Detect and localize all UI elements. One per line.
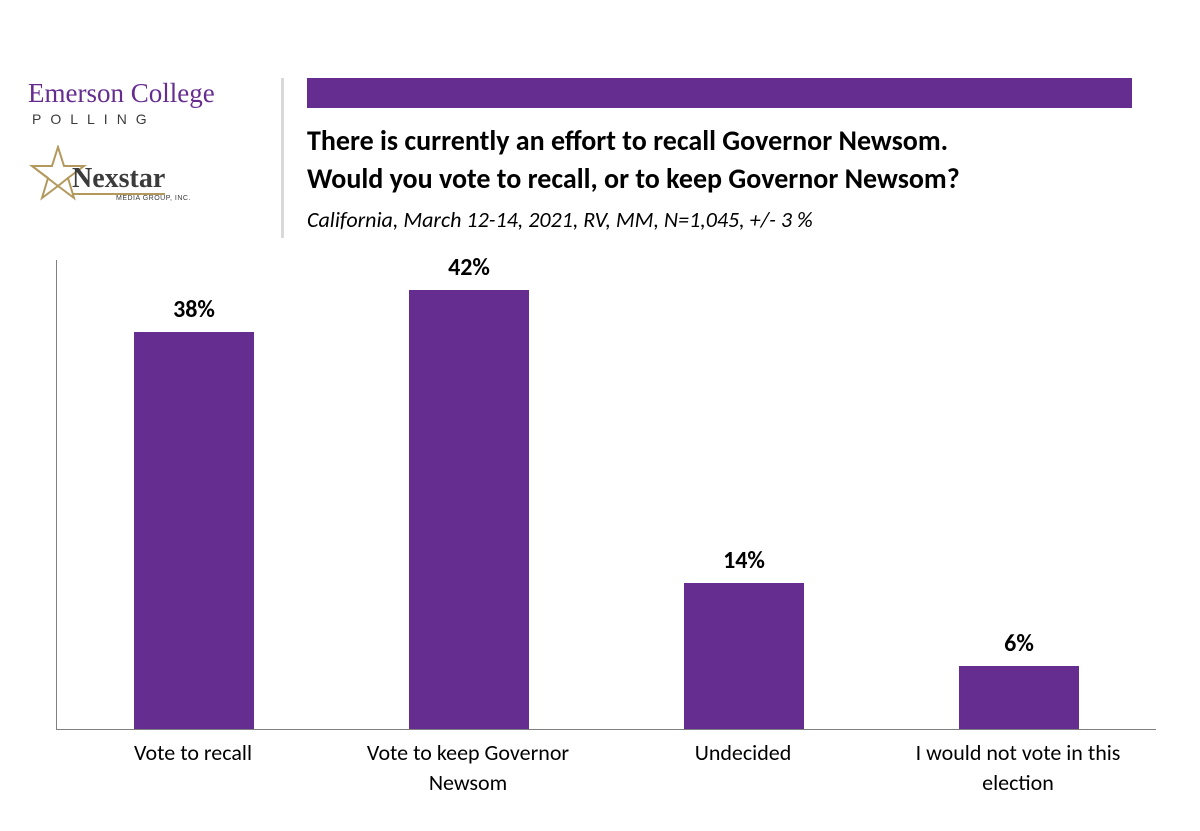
- category-label: Vote to recall: [63, 738, 323, 768]
- header-accent-bar: [307, 78, 1132, 108]
- nexstar-tagline: MEDIA GROUP, INC.: [116, 195, 191, 202]
- chart-plot-area: 38%42%14%6%: [56, 260, 1156, 730]
- bar-value-label: 14%: [723, 546, 765, 575]
- bar: [684, 583, 804, 729]
- category-label: I would not vote in thiselection: [888, 738, 1148, 797]
- emerson-polling-subtext: POLLING: [28, 111, 268, 127]
- nexstar-logo: Nexstar MEDIA GROUP, INC.: [28, 145, 228, 215]
- chart-subtitle: California, March 12-14, 2021, RV, MM, N…: [307, 206, 960, 233]
- bar: [134, 332, 254, 729]
- bar-value-label: 42%: [448, 253, 490, 282]
- emerson-college-logo-text: Emerson College: [28, 78, 268, 109]
- bar-value-label: 38%: [173, 295, 215, 324]
- bar: [959, 666, 1079, 729]
- bar: [409, 290, 529, 729]
- chart-title-line2: Would you vote to recall, or to keep Gov…: [307, 160, 960, 198]
- chart-title-line1: There is currently an effort to recall G…: [307, 122, 960, 160]
- vertical-divider: [281, 78, 284, 238]
- bar-chart: 38%42%14%6% Vote to recallVote to keep G…: [56, 260, 1156, 730]
- title-block: There is currently an effort to recall G…: [307, 122, 960, 233]
- nexstar-name: Nexstar: [72, 165, 165, 195]
- bar-value-label: 6%: [1004, 629, 1034, 658]
- category-label: Undecided: [613, 738, 873, 768]
- branding-block: Emerson College POLLING Nexstar MEDIA GR…: [28, 78, 268, 215]
- category-label: Vote to keep GovernorNewsom: [338, 738, 598, 797]
